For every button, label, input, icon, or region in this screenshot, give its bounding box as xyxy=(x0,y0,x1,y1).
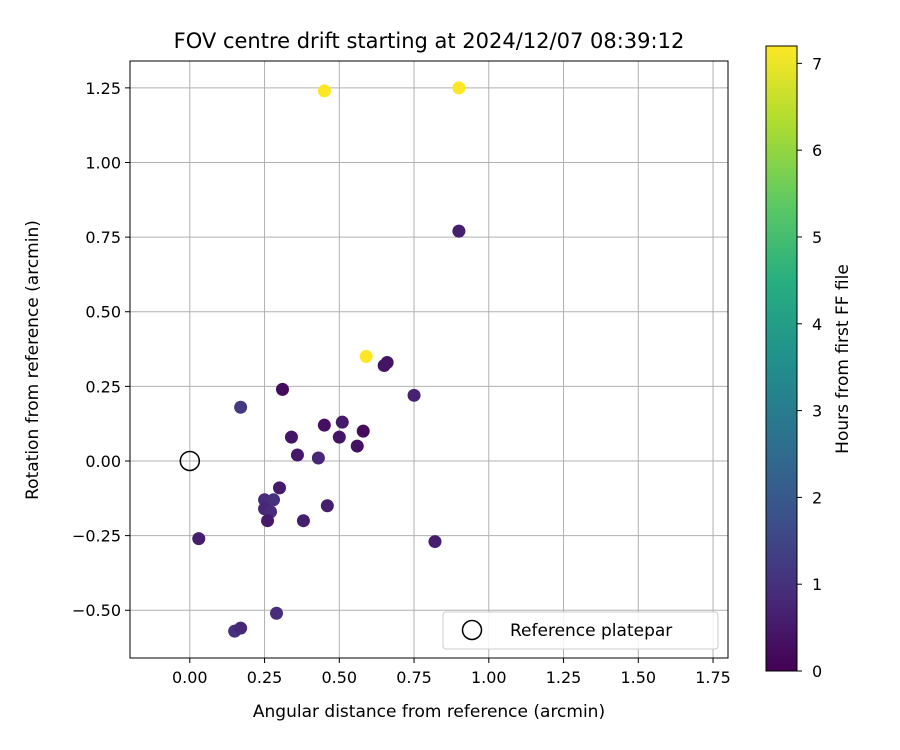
y-tick-label: 1.25 xyxy=(85,79,121,98)
legend: Reference platepar xyxy=(442,611,719,650)
legend-label: Reference platepar xyxy=(510,621,672,641)
data-point xyxy=(275,382,289,396)
data-point xyxy=(356,424,370,438)
data-point xyxy=(290,448,304,462)
colorbar-tick-label: 2 xyxy=(812,488,822,507)
data-point xyxy=(320,499,334,513)
x-tick-label: 1.50 xyxy=(620,668,656,687)
data-point xyxy=(335,415,349,429)
data-point xyxy=(317,418,331,432)
x-tick-label: 0.50 xyxy=(321,668,357,687)
y-tick-label: 0.25 xyxy=(85,377,121,396)
y-tick-label: 1.00 xyxy=(85,153,121,172)
chart-title: FOV centre drift starting at 2024/12/07 … xyxy=(174,29,685,53)
data-point xyxy=(296,514,310,528)
data-point xyxy=(273,481,286,495)
x-tick-label: 1.00 xyxy=(471,668,507,687)
colorbar-tick-label: 7 xyxy=(812,54,822,73)
data-point xyxy=(267,493,281,507)
colorbar-tick-label: 0 xyxy=(812,662,822,681)
x-tick-label: 1.25 xyxy=(546,668,582,687)
data-points xyxy=(192,81,466,638)
y-tick-label: 0.00 xyxy=(85,452,121,471)
x-tick-label: 1.75 xyxy=(695,668,731,687)
y-axis-label: Rotation from reference (arcmin) xyxy=(23,220,43,500)
data-point xyxy=(452,224,466,238)
colorbar-tick-label: 6 xyxy=(812,141,822,160)
y-tick-label: 0.50 xyxy=(85,303,121,322)
data-point xyxy=(332,430,346,444)
data-point xyxy=(284,430,298,444)
data-point xyxy=(407,388,421,402)
x-axis-ticks: 0.00 0.25 0.50 0.75 1.00 1.25 1.50 1.75 xyxy=(172,658,731,687)
colorbar xyxy=(765,45,798,672)
data-point xyxy=(380,355,394,369)
x-tick-label: 0.25 xyxy=(247,668,283,687)
y-tick-label: 0.75 xyxy=(85,228,121,247)
y-tick-label: −0.50 xyxy=(72,601,121,620)
data-point xyxy=(192,532,206,546)
colorbar-tick-label: 1 xyxy=(812,575,822,594)
colorbar-tick-label: 3 xyxy=(812,402,822,421)
plot-frame xyxy=(129,60,729,659)
x-tick-label: 0.75 xyxy=(396,668,432,687)
data-point xyxy=(428,535,442,549)
data-point xyxy=(234,400,248,414)
data-point xyxy=(311,451,325,465)
x-tick-label: 0.00 xyxy=(172,668,208,687)
legend-box xyxy=(442,611,719,650)
data-point xyxy=(350,439,364,453)
x-axis-label: Angular distance from reference (arcmin) xyxy=(253,702,605,722)
colorbar-tick-label: 4 xyxy=(812,315,822,334)
y-axis-ticks: −0.50 −0.25 0.00 0.25 0.50 0.75 1.00 1.25 xyxy=(72,79,130,620)
data-point xyxy=(258,493,272,507)
data-point xyxy=(261,514,275,528)
gridlines xyxy=(130,61,728,658)
colorbar-label: Hours from first FF file xyxy=(833,264,853,454)
colorbar-ticks: 0 1 2 3 4 5 6 7 xyxy=(797,54,822,681)
data-point xyxy=(359,350,373,364)
legend-marker-icon xyxy=(461,619,483,641)
data-point xyxy=(234,621,248,635)
y-tick-label: −0.25 xyxy=(72,527,121,546)
data-point xyxy=(452,81,466,95)
data-point xyxy=(270,606,284,620)
reference-platepar-marker xyxy=(179,450,201,472)
data-point xyxy=(317,84,331,98)
colorbar-tick-label: 5 xyxy=(812,228,822,247)
